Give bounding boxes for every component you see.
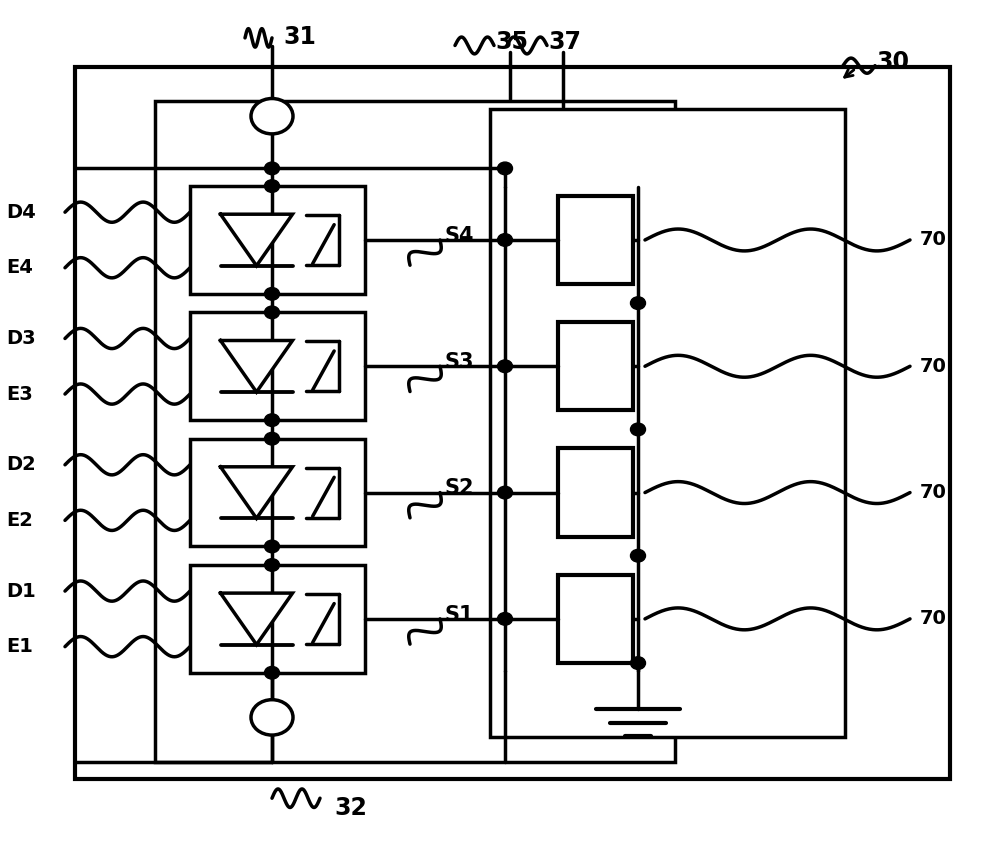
Circle shape: [264, 306, 280, 319]
Circle shape: [264, 559, 280, 571]
Text: 35: 35: [495, 30, 528, 54]
Text: D1: D1: [6, 582, 36, 600]
Circle shape: [498, 234, 512, 247]
Bar: [190, 312, 365, 420]
Circle shape: [264, 180, 280, 193]
Circle shape: [631, 297, 646, 310]
Text: S4: S4: [445, 226, 475, 246]
Circle shape: [264, 414, 280, 427]
Bar: [490, 109, 845, 737]
Text: E4: E4: [6, 258, 33, 277]
Bar: [558, 575, 633, 663]
Polygon shape: [220, 340, 292, 392]
Text: 70: 70: [920, 610, 947, 628]
Circle shape: [264, 667, 280, 679]
Circle shape: [498, 360, 512, 373]
Circle shape: [264, 541, 280, 553]
Text: S2: S2: [445, 478, 475, 498]
Text: E3: E3: [6, 385, 33, 403]
Circle shape: [251, 700, 293, 735]
Text: 70: 70: [920, 483, 947, 502]
Text: E1: E1: [6, 637, 33, 656]
Text: 70: 70: [920, 231, 947, 249]
Text: 70: 70: [920, 357, 947, 376]
Text: 37: 37: [548, 30, 581, 54]
Text: 30: 30: [876, 51, 909, 74]
Text: S1: S1: [445, 605, 475, 625]
Bar: [190, 439, 365, 546]
Text: S3: S3: [445, 352, 475, 372]
Bar: [190, 186, 365, 294]
Text: 32: 32: [334, 797, 367, 820]
Bar: [155, 101, 675, 762]
Text: E2: E2: [6, 511, 33, 530]
Polygon shape: [220, 593, 292, 645]
Circle shape: [498, 162, 512, 175]
Circle shape: [498, 613, 512, 625]
Bar: [558, 322, 633, 411]
Text: D4: D4: [6, 203, 36, 221]
Bar: [558, 449, 633, 537]
Circle shape: [264, 162, 280, 175]
Text: 31: 31: [283, 25, 316, 49]
Circle shape: [251, 99, 293, 134]
Bar: [190, 565, 365, 673]
Circle shape: [631, 550, 646, 562]
Bar: [558, 196, 633, 285]
Circle shape: [498, 487, 512, 498]
Text: D2: D2: [6, 456, 36, 474]
Text: D3: D3: [6, 329, 36, 348]
Bar: [75, 67, 950, 779]
Circle shape: [264, 288, 280, 301]
Polygon shape: [220, 466, 292, 519]
Circle shape: [631, 423, 646, 436]
Circle shape: [264, 433, 280, 445]
Circle shape: [631, 657, 646, 669]
Polygon shape: [220, 214, 292, 266]
